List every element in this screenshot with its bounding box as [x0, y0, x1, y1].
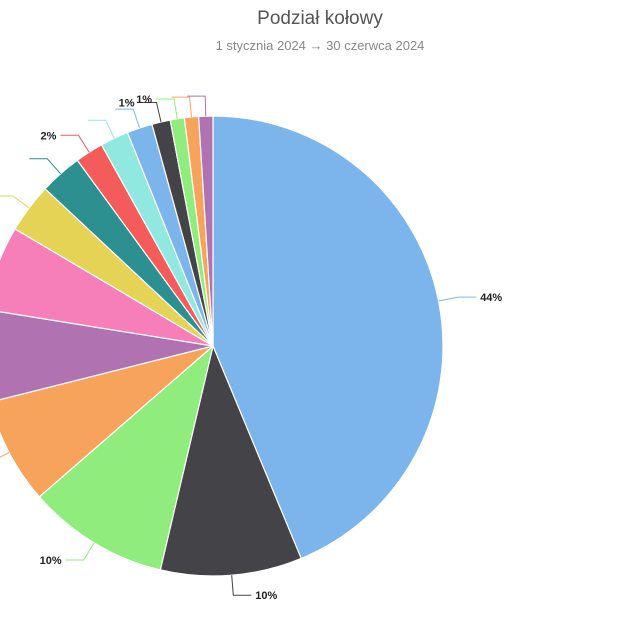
connector-line-12 — [138, 102, 162, 123]
data-label-9: 2% — [40, 130, 56, 142]
pie-slice-4[interactable] — [0, 345, 214, 498]
connector-line-1 — [438, 296, 477, 302]
data-label-3: 10% — [40, 555, 62, 567]
pie-slice-3[interactable] — [38, 344, 215, 571]
chart-title: Podział kołowy — [257, 8, 383, 29]
connector-line-8 — [29, 158, 61, 175]
connector-line-2 — [231, 575, 252, 596]
connector-line-3 — [65, 542, 95, 561]
connector-line-7 — [0, 195, 30, 209]
connector-line-13 — [156, 98, 178, 119]
pie-slice-1[interactable] — [212, 115, 444, 560]
data-label-1: 44% — [480, 292, 502, 304]
data-label-13: 1% — [136, 94, 152, 106]
data-label-2: 10% — [255, 590, 277, 602]
connector-line-15 — [187, 95, 207, 117]
connector-line-4 — [0, 451, 10, 458]
connector-line-9 — [60, 134, 90, 153]
chart-subtitle: 1 stycznia 2024 → 30 czerwca 2024 — [215, 38, 425, 53]
data-label-12: 1% — [119, 98, 135, 110]
pie-slice-5[interactable] — [0, 310, 214, 403]
connector-line-11 — [115, 108, 141, 129]
connector-line-10 — [87, 119, 115, 139]
pie-slice-15[interactable] — [198, 115, 214, 347]
connector-line-14 — [171, 96, 192, 118]
